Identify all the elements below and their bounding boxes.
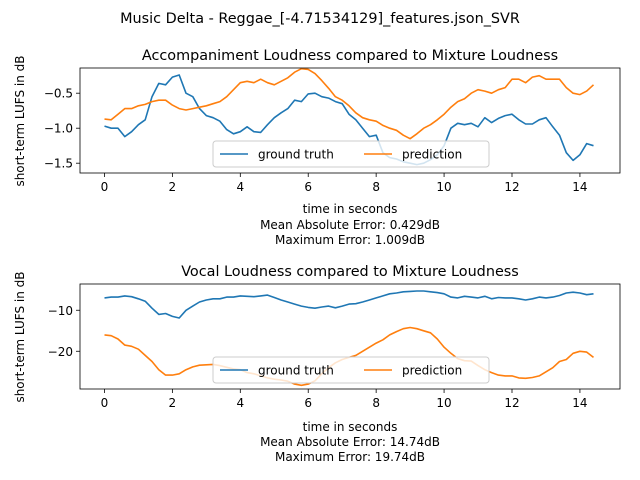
accompaniment-ground-truth-line (104, 74, 594, 166)
vocal-ground-truth-series (104, 290, 594, 319)
accompaniment-xtick-label: 0 (101, 180, 109, 194)
figure-suptitle: Music Delta - Reggae_[-4.71534129]_featu… (120, 11, 520, 27)
vocal-legend: ground truth prediction (212, 356, 490, 384)
accompaniment-prediction-series (104, 67, 595, 140)
vocal-xtick-label: 2 (169, 396, 177, 410)
vocal-xtick-label: 4 (236, 396, 244, 410)
vocal-ytick-label: −20 (48, 345, 73, 359)
vocal-title: Vocal Loudness compared to Mixture Loudn… (181, 264, 519, 280)
accompaniment-plot-frame (79, 67, 621, 174)
vocal-legend-ground-truth-label: ground truth (258, 364, 334, 378)
vocal-max-error: Maximum Error: 19.74dB (275, 450, 425, 464)
accompaniment-prediction-line (104, 67, 595, 140)
accompaniment-yticks: −1.5 −1.0 −0.5 (44, 87, 80, 171)
accompaniment-ylabel: short-term LUFS in dB (13, 55, 27, 186)
accompaniment-xtick-label: 4 (236, 180, 244, 194)
vocal-xtick-label: 10 (436, 396, 451, 410)
accompaniment-xtick-label: 14 (572, 180, 587, 194)
accompaniment-ytick-label: −0.5 (44, 87, 73, 101)
vocal-ground-truth-line (104, 290, 594, 319)
accompaniment-xtick-label: 6 (304, 180, 312, 194)
vocal-ylabel: short-term LUFS in dB (13, 271, 27, 402)
vocal-subplot: Vocal Loudness compared to Mixture Loudn… (13, 264, 621, 464)
accompaniment-xtick-label: 8 (372, 180, 380, 194)
vocal-ytick-label: −10 (48, 304, 73, 318)
vocal-xlabel: time in seconds (303, 420, 398, 434)
accompaniment-legend-ground-truth-label: ground truth (258, 148, 334, 162)
accompaniment-xtick-label: 2 (169, 180, 177, 194)
vocal-plot-frame (79, 283, 621, 390)
accompaniment-title: Accompaniment Loudness compared to Mixtu… (142, 48, 558, 64)
accompaniment-legend: ground truth prediction (212, 140, 490, 168)
vocal-xtick-label: 8 (372, 396, 380, 410)
vocal-xtick-label: 0 (101, 396, 109, 410)
accompaniment-legend-prediction-label: prediction (402, 148, 462, 162)
accompaniment-xticks: 0 2 4 6 8 10 12 14 (101, 173, 588, 194)
vocal-xticks: 0 2 4 6 8 10 12 14 (101, 389, 588, 410)
accompaniment-ground-truth-series (104, 74, 594, 166)
accompaniment-xtick-label: 12 (504, 180, 519, 194)
accompaniment-ytick-label: −1.5 (44, 157, 73, 171)
vocal-xtick-label: 12 (504, 396, 519, 410)
vocal-mae: Mean Absolute Error: 14.74dB (260, 435, 440, 449)
vocal-legend-prediction-label: prediction (402, 364, 462, 378)
accompaniment-mae: Mean Absolute Error: 0.429dB (260, 218, 440, 232)
vocal-legend-box (212, 356, 490, 384)
accompaniment-legend-box (212, 140, 490, 168)
accompaniment-subplot: Accompaniment Loudness compared to Mixtu… (13, 48, 621, 247)
accompaniment-xlabel: time in seconds (303, 202, 398, 216)
vocal-xtick-label: 6 (304, 396, 312, 410)
accompaniment-ytick-label: −1.0 (44, 122, 73, 136)
vocal-yticks: −20 −10 (48, 304, 80, 359)
accompaniment-max-error: Maximum Error: 1.009dB (275, 233, 425, 247)
accompaniment-xtick-label: 10 (436, 180, 451, 194)
vocal-xtick-label: 14 (572, 396, 587, 410)
